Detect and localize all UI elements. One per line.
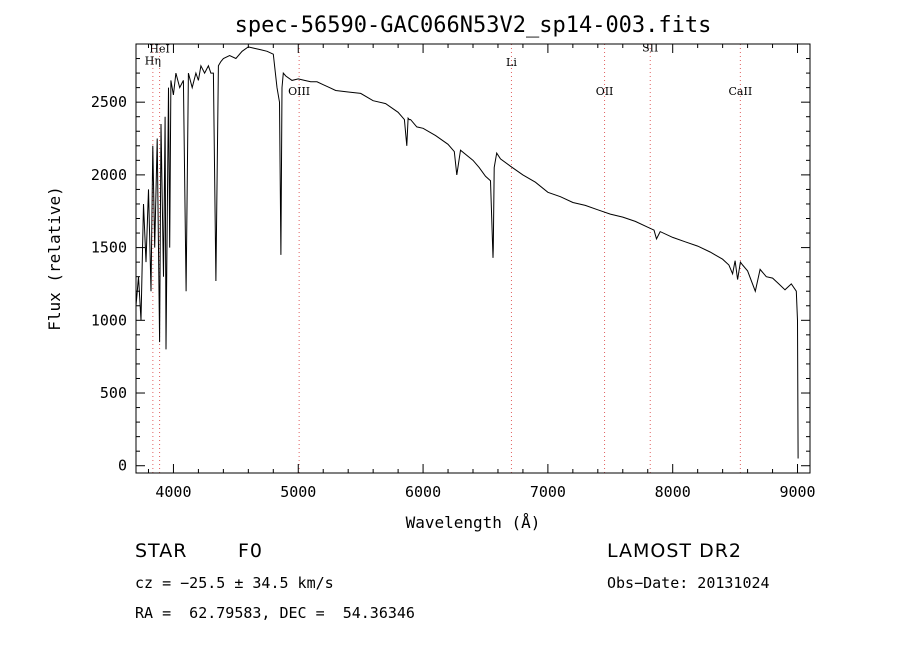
line-marker-label: Li <box>506 56 517 69</box>
x-tick-label: 8000 <box>655 483 691 501</box>
x-axis-label: Wavelength (Å) <box>406 513 541 532</box>
y-tick-label: 2500 <box>91 93 127 111</box>
obs-date-label: Obs−Date: 20131024 <box>607 574 770 592</box>
y-tick-label: 500 <box>100 384 127 402</box>
line-marker-label: SII <box>642 41 658 54</box>
y-axis-label: Flux (relative) <box>45 186 64 331</box>
x-tick-label: 5000 <box>280 483 316 501</box>
x-tick-label: 7000 <box>530 483 566 501</box>
object-class-label: STAR <box>135 540 188 562</box>
y-tick-label: 1500 <box>91 239 127 257</box>
survey-label: LAMOST DR2 <box>607 540 742 562</box>
x-tick-label: 9000 <box>779 483 815 501</box>
spectrum-line <box>135 46 799 459</box>
line-marker-label: OII <box>596 85 614 98</box>
line-marker-label: Hη <box>145 54 161 67</box>
chart-title: spec-56590-GAC066N53V2_sp14-003.fits <box>235 13 712 38</box>
y-tick-label: 0 <box>118 457 127 475</box>
subclass-label: F0 <box>238 540 264 562</box>
line-marker-label: OIII <box>288 85 310 98</box>
line-marker-label: CaII <box>729 85 753 98</box>
y-tick-label: 1000 <box>91 311 127 329</box>
y-tick-label: 2000 <box>91 166 127 184</box>
line-marker-label: HeI <box>149 43 169 56</box>
coordinates-label: RA = 62.79583, DEC = 54.36346 <box>135 604 415 622</box>
x-tick-label: 4000 <box>155 483 191 501</box>
plot-frame <box>135 43 811 474</box>
x-tick-label: 6000 <box>405 483 441 501</box>
redshift-label: cz = −25.5 ± 34.5 km/s <box>135 574 334 592</box>
